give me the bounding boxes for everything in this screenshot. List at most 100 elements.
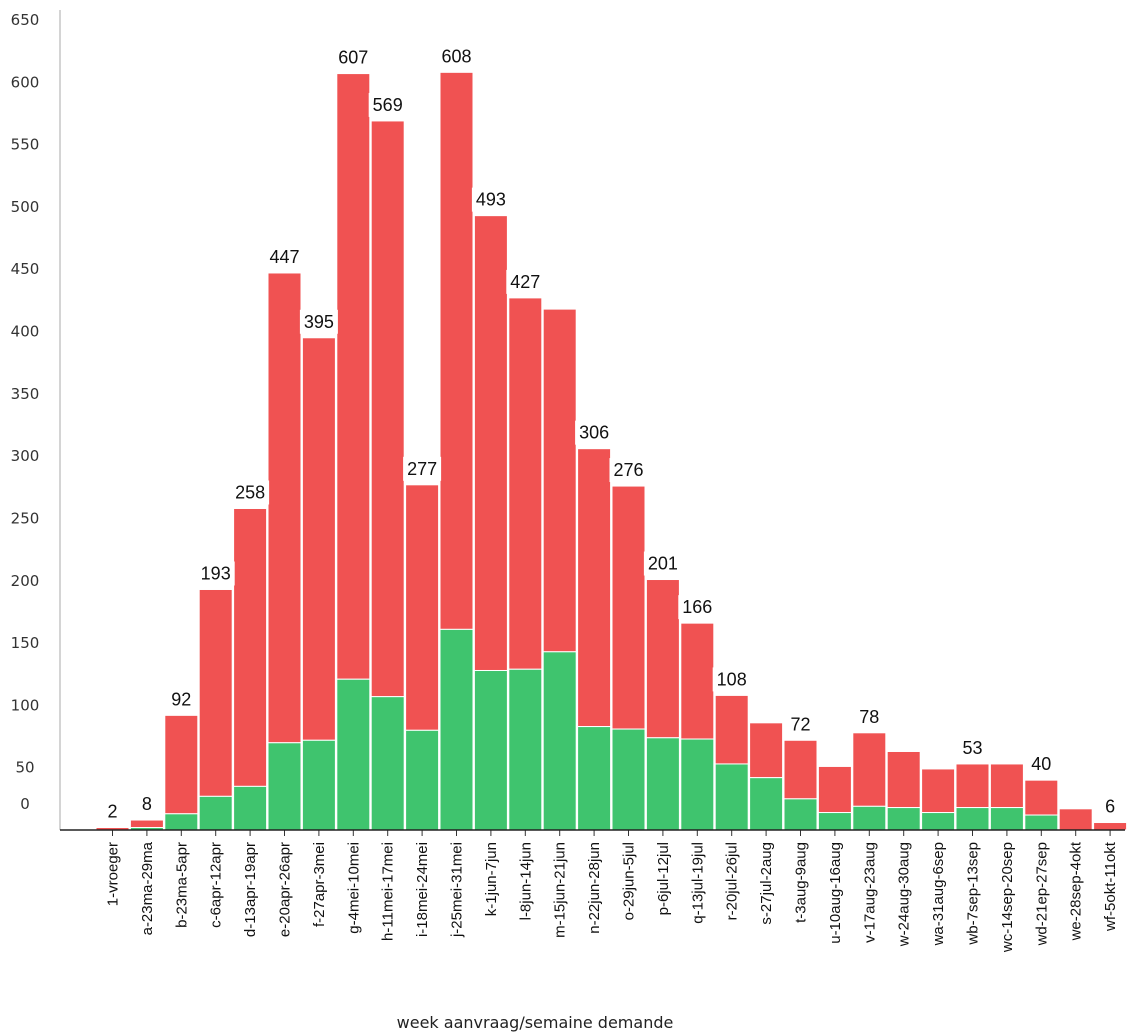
y-tick-label: 50 (15, 759, 34, 777)
data-label-bg (855, 704, 884, 729)
bar-segment-upper (473, 215, 508, 671)
bar-segment-lower (439, 628, 474, 831)
bar-segment-upper (680, 622, 715, 740)
x-axis-title: week aanvraag/semaine demande (397, 1013, 674, 1032)
y-tick-label: 150 (11, 634, 40, 652)
bar-segment-upper (749, 722, 784, 779)
x-tick-label: p-6jul-12jul (655, 842, 672, 915)
x-tick-label: o-29jun-5jul (621, 842, 638, 920)
data-label-bg (334, 45, 373, 70)
x-tick-label: wd-21ep-27sep (1033, 842, 1050, 946)
x-tick-label: r-20jul-26jul (724, 842, 741, 920)
data-label-bg (299, 309, 338, 334)
x-tick-label: c-6apr-12apr (208, 842, 225, 928)
bar-segment-lower (405, 729, 440, 831)
bar-segment-lower (233, 785, 268, 831)
x-tick-label: g-4mei-10mei (345, 842, 362, 934)
y-tick-label: 300 (11, 447, 40, 465)
data-label-bg (471, 187, 510, 212)
bar-segment-upper (164, 714, 199, 815)
bar-segment-lower (680, 738, 715, 831)
bar-segment-lower (955, 807, 990, 831)
x-tick-label: we-28sep-4okt (1068, 841, 1085, 941)
bar-segment-lower (921, 812, 956, 831)
data-label-bg (368, 92, 407, 117)
bar-segment-upper (336, 73, 371, 680)
bar-segment-lower (714, 763, 749, 831)
x-tick-label: b-23ma-5apr (173, 842, 190, 928)
data-label-bg (403, 456, 442, 481)
bar-segment-lower (164, 813, 199, 831)
bar-segment-lower (886, 807, 921, 831)
bar-segment-upper (129, 819, 164, 829)
bar-segment-lower (783, 798, 818, 831)
x-tick-label: f-27apr-3mei (311, 842, 328, 927)
data-label: 72 (790, 714, 810, 734)
x-tick-label: h-11mei-17mei (380, 842, 397, 941)
bar-segment-upper (886, 750, 921, 809)
data-label: 6 (1105, 797, 1115, 817)
bar-segment-upper (955, 763, 990, 809)
data-label-bg (786, 712, 815, 737)
bar-segment-lower (267, 742, 302, 831)
data-label: 608 (441, 46, 471, 66)
x-tick-label: j-25mei-31mei (449, 842, 466, 938)
bar-segment-lower (508, 668, 543, 831)
bar-segment-lower (645, 737, 680, 831)
data-label: 8 (142, 794, 152, 814)
data-label: 193 (201, 563, 231, 583)
y-tick-label: 100 (11, 696, 40, 714)
y-tick-label: 200 (11, 572, 40, 590)
data-label: 306 (579, 423, 609, 443)
data-label-bg (231, 480, 270, 505)
bars (95, 71, 1128, 831)
data-label-bg (712, 667, 751, 692)
data-labels: 2 8 92 193 258 447 395 607 569 277 608 493 427 306276… (103, 44, 1120, 824)
bar-segment-lower (301, 739, 336, 831)
x-tick-label: w-24aug-30aug (896, 842, 913, 947)
data-label: 2 (107, 802, 117, 822)
data-label-bg (137, 792, 156, 817)
x-tick-label: v-17aug-23aug (861, 842, 878, 943)
x-tick-label: wb-7sep-13sep (965, 842, 982, 946)
bar-segment-lower (611, 728, 646, 831)
bar-segment-upper (611, 485, 646, 730)
data-label-bg (437, 44, 476, 69)
x-tick-label: a-23ma-29ma (139, 841, 156, 935)
y-tick-label: 450 (11, 260, 40, 278)
bar-segment-upper (989, 763, 1024, 809)
bar-segment-upper (921, 768, 956, 814)
bar-segment-lower (577, 726, 612, 831)
data-label-bg (609, 458, 648, 483)
data-label-bg (265, 244, 304, 269)
data-label-bg (167, 687, 196, 712)
bar-segment-upper (301, 337, 336, 741)
bar-segment-upper (783, 739, 818, 800)
x-tick-label: u-10aug-16aug (827, 842, 844, 944)
x-tick-label: t-3aug-9aug (793, 842, 810, 923)
data-label: 40 (1031, 754, 1051, 774)
data-label: 493 (476, 190, 506, 210)
x-tick-label: e-20apr-26apr (277, 842, 294, 937)
bar-segment-upper (267, 272, 302, 744)
y-tick-label: 400 (11, 323, 40, 341)
x-tick-label: i-18mei-24mei (414, 842, 431, 937)
bar-segment-lower (336, 678, 371, 831)
bar-segment-lower (749, 777, 784, 831)
x-tick-label: wc-14sep-20sep (999, 842, 1016, 953)
y-tick-label: 500 (11, 198, 40, 216)
x-tick-label: m-15jun-21jun (552, 842, 569, 938)
bar-segment-upper (198, 588, 233, 797)
data-label: 78 (859, 707, 879, 727)
bar-segment-lower (473, 669, 508, 831)
bar-segment-upper (852, 732, 887, 807)
bar-segment-lower (198, 795, 233, 831)
data-label: 166 (682, 597, 712, 617)
bar-segment-upper (508, 297, 543, 670)
bar-segment-upper (817, 765, 852, 814)
bar-segment-upper (1093, 822, 1128, 831)
data-label: 53 (962, 738, 982, 758)
bar-segment-upper (714, 694, 749, 765)
x-tick-label: 1-vroeger (105, 842, 122, 906)
bar-segment-upper (1058, 808, 1093, 831)
